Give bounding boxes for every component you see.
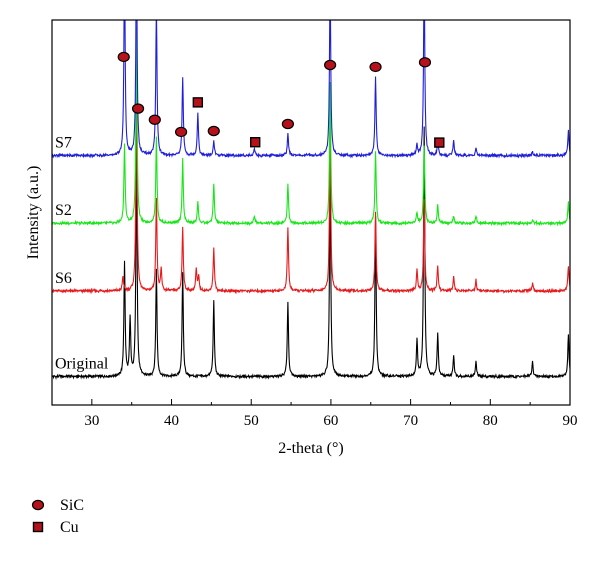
x-tick-label: 90 (563, 413, 578, 429)
series-line-s2 (52, 26, 570, 227)
cu-marker (434, 137, 445, 148)
x-tick-label: 50 (244, 413, 259, 429)
cu-marker (250, 136, 261, 148)
series-line-s6 (52, 76, 570, 295)
series-line-original (52, 126, 570, 380)
x-axis-ticks: 30 40 50 60 70 80 90 (51, 399, 578, 429)
legend-label-sic: SiC (60, 497, 84, 514)
plot-frame (51, 19, 571, 406)
sic-marker (369, 61, 382, 73)
legend-label-cu: Cu (60, 519, 79, 536)
series-layer (52, 20, 570, 380)
sic-marker (148, 114, 161, 125)
sic-marker (324, 59, 337, 71)
sic-marker (207, 125, 220, 137)
legend-sic-symbol (31, 499, 45, 511)
series-label-original: Original (55, 355, 109, 372)
series-label-s6: S6 (55, 270, 72, 287)
series-label-s7: S7 (55, 134, 72, 151)
x-axis-title: 2-theta (°) (278, 440, 343, 457)
series-labels: Original S6 S2 S7 (55, 134, 109, 372)
x-tick-label: 40 (164, 413, 179, 429)
sic-marker (281, 118, 294, 130)
legend-cu-symbol (32, 521, 44, 533)
sic-marker (117, 51, 130, 63)
marker-layer (117, 51, 445, 148)
sic-marker (175, 126, 188, 138)
x-tick-label: 60 (323, 413, 338, 429)
cu-marker (192, 97, 204, 108)
y-axis-title: Intensity (a.u.) (25, 166, 42, 260)
sic-marker (131, 103, 145, 114)
sic-marker (418, 57, 432, 68)
series-label-s2: S2 (55, 202, 72, 219)
series-line-s7 (52, 20, 570, 159)
x-tick-label: 30 (84, 413, 99, 429)
legend: SiC Cu (31, 497, 84, 536)
x-tick-label: 70 (403, 413, 418, 429)
x-tick-label: 80 (483, 413, 498, 429)
